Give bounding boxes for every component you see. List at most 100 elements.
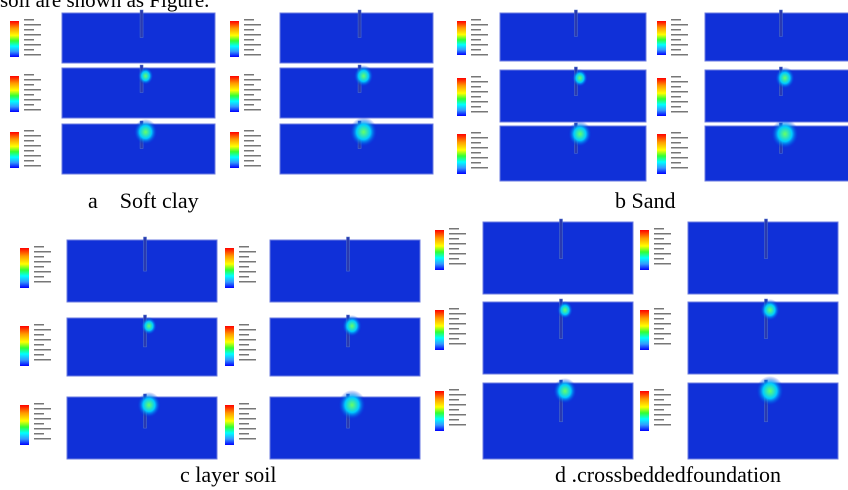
legend-text xyxy=(24,54,41,56)
legend-text xyxy=(449,228,459,230)
colorbar xyxy=(225,326,234,366)
legend-text xyxy=(449,409,459,411)
legend-text xyxy=(34,413,44,415)
legend-text xyxy=(244,145,261,147)
legend-text xyxy=(449,323,466,325)
legend-text xyxy=(244,54,261,56)
legend-text xyxy=(239,433,249,435)
legend-text xyxy=(239,349,256,351)
legend-text xyxy=(471,49,481,51)
legend-text xyxy=(244,24,261,26)
pile xyxy=(765,219,768,259)
legend-text xyxy=(244,39,254,41)
colorbar xyxy=(20,248,29,288)
legend-text xyxy=(654,258,664,260)
legend-text xyxy=(671,86,681,88)
colorbar xyxy=(20,405,29,445)
colorbar xyxy=(230,21,239,57)
legend-text xyxy=(244,34,261,36)
legend-text xyxy=(654,343,671,345)
legend-text xyxy=(471,137,488,139)
pile xyxy=(358,10,361,38)
colorbar xyxy=(10,21,19,57)
colorbar xyxy=(640,230,649,270)
legend-text xyxy=(671,76,681,78)
colorbar xyxy=(457,134,466,174)
legend-text xyxy=(34,271,51,273)
legend-text xyxy=(239,359,256,361)
plume xyxy=(775,67,795,89)
contour-plot xyxy=(688,222,838,294)
legend-text xyxy=(449,343,466,345)
legend-text xyxy=(34,324,44,326)
legend-text xyxy=(654,238,664,240)
legend-text xyxy=(449,258,459,260)
colorbar xyxy=(230,76,239,112)
legend-text xyxy=(24,104,34,106)
legend-text xyxy=(34,256,44,258)
legend-text xyxy=(24,109,41,111)
legend-text xyxy=(34,403,44,405)
legend-text xyxy=(449,328,459,330)
legend-text xyxy=(24,74,34,76)
legend-text xyxy=(654,308,664,310)
legend-text xyxy=(671,101,688,103)
legend-text xyxy=(34,251,51,253)
contour-plot xyxy=(67,240,217,302)
legend-text xyxy=(654,253,671,255)
legend-text xyxy=(24,49,34,51)
legend-text xyxy=(449,318,459,320)
legend-text xyxy=(654,409,664,411)
legend-text xyxy=(654,394,671,396)
legend-text xyxy=(239,261,256,263)
legend-text xyxy=(239,281,256,283)
legend-text xyxy=(449,248,459,250)
legend-text xyxy=(654,318,664,320)
caption: c layer soil xyxy=(180,462,277,488)
legend-text xyxy=(471,39,481,41)
plume xyxy=(553,378,577,404)
legend-text xyxy=(471,86,481,88)
plume xyxy=(557,301,573,319)
colorbar xyxy=(657,21,666,55)
legend-text xyxy=(244,44,261,46)
legend-text xyxy=(471,54,488,56)
legend-text xyxy=(239,246,249,248)
legend-text xyxy=(671,39,681,41)
legend-text xyxy=(24,84,34,86)
colorbar xyxy=(657,134,666,174)
colorbar xyxy=(10,132,19,168)
legend-text xyxy=(34,423,44,425)
legend-text xyxy=(244,79,261,81)
legend-text xyxy=(239,334,249,336)
legend-text xyxy=(471,76,481,78)
figure xyxy=(0,0,848,490)
legend-text xyxy=(449,399,459,401)
legend-text xyxy=(671,142,681,144)
legend-text xyxy=(239,408,256,410)
legend-text xyxy=(34,281,51,283)
plume xyxy=(771,119,799,149)
plume xyxy=(138,67,154,85)
legend-text xyxy=(24,34,41,36)
legend-text xyxy=(471,44,488,46)
caption: b Sand xyxy=(615,188,676,214)
pile xyxy=(347,237,350,271)
legend-text xyxy=(654,248,664,250)
legend-text xyxy=(449,419,459,421)
legend-text xyxy=(671,132,681,134)
legend-text xyxy=(239,266,249,268)
legend-text xyxy=(24,39,34,41)
legend-text xyxy=(34,433,44,435)
legend-text xyxy=(449,238,459,240)
legend-text xyxy=(239,418,256,420)
legend-text xyxy=(34,428,51,430)
legend-text xyxy=(239,428,256,430)
legend-text xyxy=(34,354,44,356)
colorbar xyxy=(20,326,29,366)
plume xyxy=(137,392,161,418)
contour-plot xyxy=(280,13,433,63)
legend-text xyxy=(671,29,681,31)
legend-text xyxy=(239,438,256,440)
legend-text xyxy=(244,160,254,162)
